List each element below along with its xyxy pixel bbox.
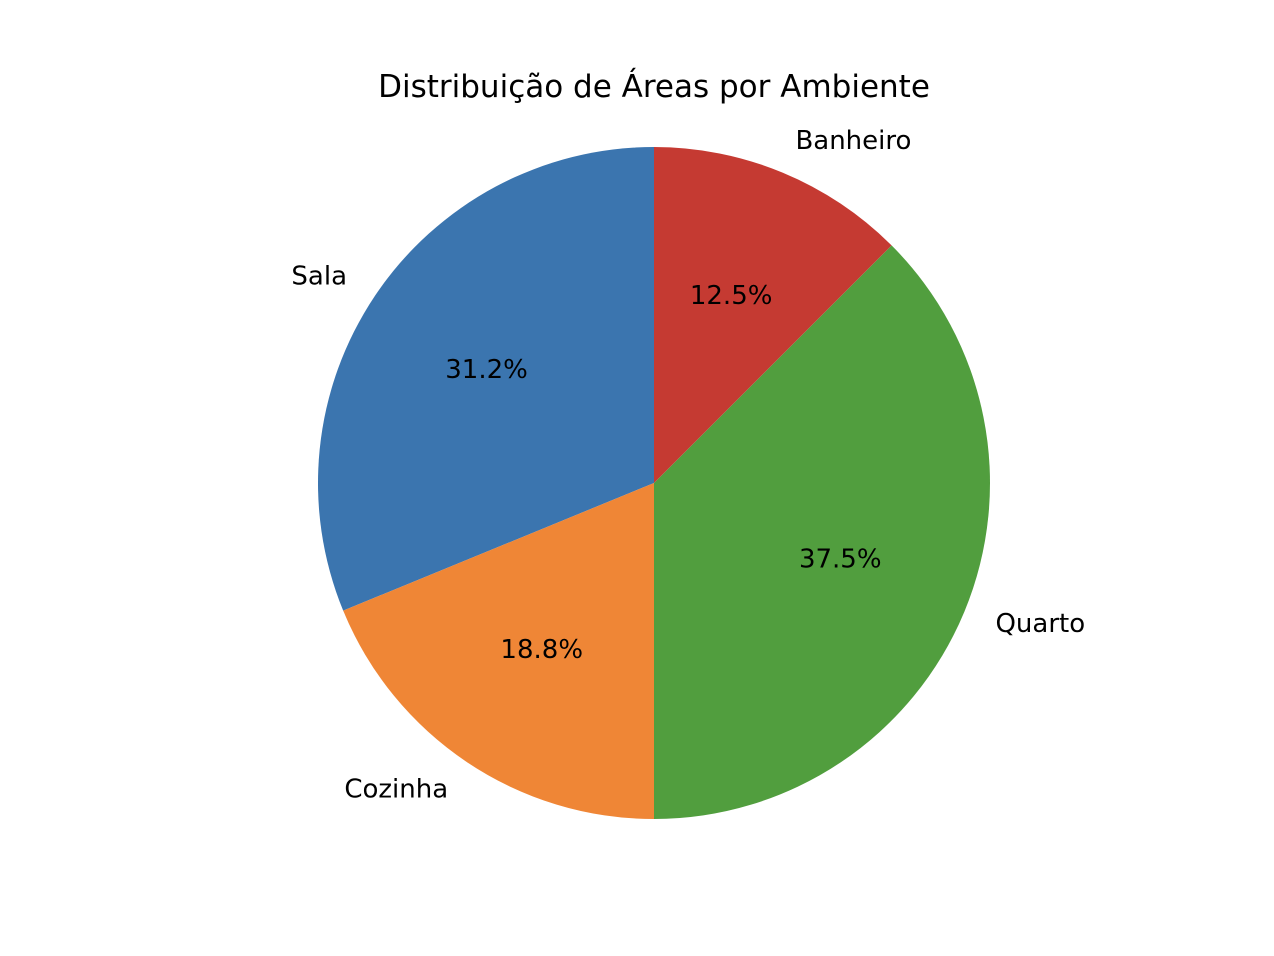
chart-title: Distribuição de Áreas por Ambiente [378,69,930,105]
slice-percent-banheiro: 12.5% [690,281,773,311]
pie-slices [317,147,991,820]
pie-slice-sala [317,147,654,611]
pie-labels: Sala 31.2% Cozinha 18.8% Quarto 37.5% Banheiro… [291,126,1085,804]
pie-slice-cozinha [343,483,654,819]
slice-label-quarto: Quarto [995,609,1085,639]
slice-label-sala: Sala [291,262,347,292]
pie-slice-banheiro [654,147,892,483]
slice-percent-quarto: 37.5% [799,545,882,575]
slice-percent-cozinha: 18.8% [500,635,583,665]
slice-percent-sala: 31.2% [445,355,528,385]
slice-label-banheiro: Banheiro [795,126,911,156]
pie-slice-quarto [654,245,991,820]
slice-label-cozinha: Cozinha [344,774,448,804]
